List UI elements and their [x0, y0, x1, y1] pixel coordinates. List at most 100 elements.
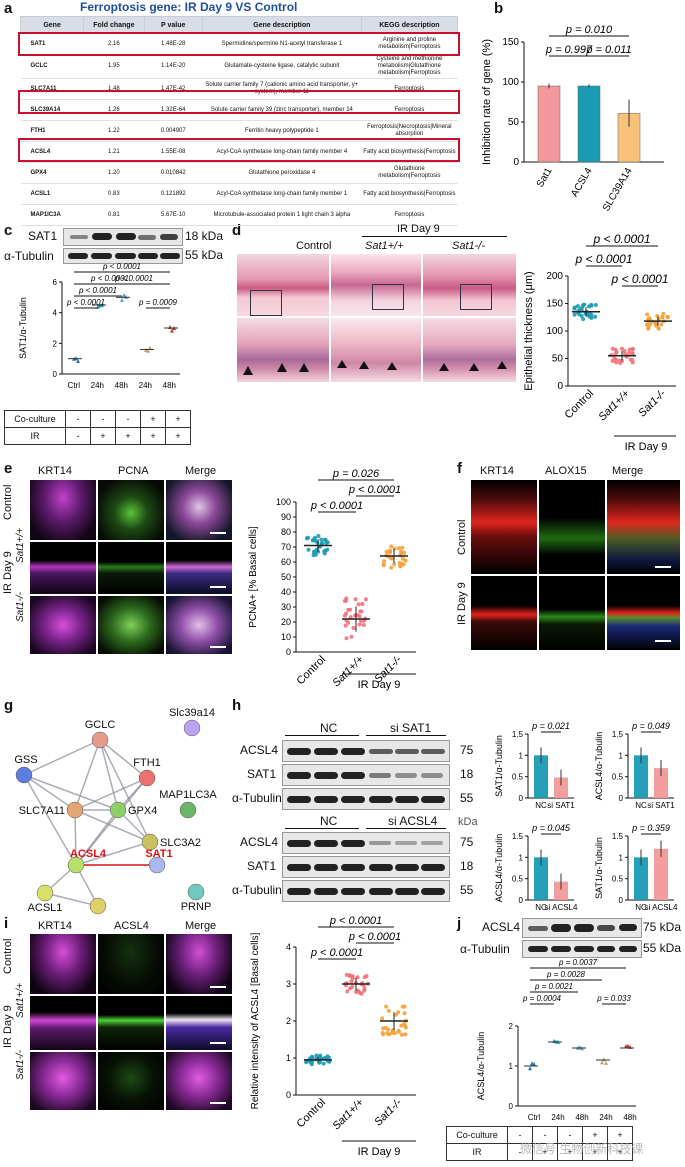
if-alox15-control-f — [539, 480, 605, 574]
x-tick-label: si SAT1 — [547, 801, 575, 810]
divider-h2-si — [366, 828, 446, 829]
y-tick-label: 100 — [546, 326, 563, 337]
x-tick-label: Sat1+/+ — [330, 1096, 366, 1132]
data-point — [324, 541, 329, 546]
data-point — [380, 1016, 385, 1021]
p-value: p = 0.359 — [631, 823, 670, 833]
data-point — [319, 537, 324, 542]
x-tick-label: si ACSL4 — [545, 903, 578, 912]
data-point — [402, 550, 407, 555]
table-cell: ACSL1 — [20, 183, 84, 205]
network-node-label: PRNP — [181, 901, 212, 913]
bar — [654, 768, 668, 798]
data-point — [604, 1060, 608, 1065]
data-point — [344, 611, 349, 616]
data-point — [349, 634, 354, 639]
p-value: p = 0.010 — [565, 24, 613, 36]
table-title: Ferroptosis gene: IR Day 9 VS Control — [80, 0, 298, 14]
network-edge — [74, 739, 101, 811]
chart-acsl4-intensity: 0 1 2 3 4 Relative intensity of ACSL4 [Basal … — [250, 915, 416, 1158]
y-axis-label: SAT1/α-Tubulin — [594, 837, 604, 899]
p-value: p = 0.033 — [596, 994, 631, 1003]
y-tick-label: 0 — [513, 157, 519, 168]
data-point — [392, 546, 397, 551]
p-value: p < 0.0001 — [574, 252, 632, 266]
table-cell: 1.55E-08 — [144, 141, 203, 163]
y-tick-label: 0 — [286, 1090, 291, 1100]
data-point — [384, 549, 389, 554]
data-point — [343, 598, 348, 603]
if-acsl4-sat1wt-i — [98, 996, 164, 1050]
data-point — [528, 1066, 532, 1071]
row-sat1wt-i: Sat1+/+ — [15, 982, 26, 1018]
data-point — [120, 297, 124, 302]
table-cell: 0.121892 — [144, 183, 203, 205]
if-merge-sat1wt-i — [166, 996, 232, 1050]
table-cell: MAP1IC3A — [20, 204, 84, 226]
p-value: p < 0.0001 — [78, 286, 117, 295]
h1-kda-55: 55 — [460, 791, 474, 805]
row-control-f: Control — [456, 519, 468, 555]
data-point — [397, 560, 402, 565]
x-tick-label: 48h — [115, 381, 128, 390]
condition-cell: + — [90, 427, 116, 445]
x-tick-label: 24h — [599, 1113, 612, 1122]
network-node — [141, 833, 159, 851]
table-cell: Ferroptosis — [361, 204, 458, 226]
x-tick-label: Control — [563, 388, 597, 422]
data-point — [614, 350, 619, 355]
table-cell: ACSL4 — [20, 141, 84, 163]
bar — [634, 857, 648, 900]
bar — [654, 848, 668, 900]
data-point — [306, 535, 311, 540]
data-point — [400, 545, 405, 550]
y-axis-label: SAT1/α-Tubulin — [18, 297, 28, 359]
col-krt14-e: KRT14 — [38, 465, 73, 477]
blot-h2-acsl4 — [282, 832, 450, 854]
x-tick-label: ACSL4 — [569, 166, 595, 199]
data-point — [320, 541, 325, 546]
data-point — [613, 357, 618, 362]
network-edge — [44, 892, 99, 907]
data-point — [572, 305, 577, 310]
network-node — [148, 856, 166, 874]
p-value: p < 0.0001 — [348, 931, 401, 943]
data-point — [362, 975, 367, 980]
chart-sat1-tubulin: 0 2 4 6 SAT1/α-Tubulin Ctrl 24h 48h 24h 48h p < 0.… — [18, 262, 180, 390]
panel-label-j: j — [457, 915, 462, 932]
row-sat1ko-e: Sat1-/- — [15, 591, 26, 622]
table-header-4: KEGG description — [360, 16, 459, 34]
data-point — [645, 312, 650, 317]
h2-label-tubulin: α-Tubulin — [232, 883, 282, 897]
data-point — [398, 564, 403, 569]
table-cell: Ferroptosis — [361, 99, 458, 121]
y-tick-label: 1.5 — [512, 832, 524, 841]
panel-label-e: e — [4, 460, 13, 477]
network-edge — [23, 774, 76, 811]
bar — [634, 755, 648, 798]
scalebar-e2 — [210, 586, 226, 588]
col-merge-f: Merge — [612, 465, 644, 477]
data-point — [316, 533, 321, 538]
group-nc-h1: NC — [320, 721, 338, 735]
table-cell: 1.48 — [83, 78, 145, 100]
panel-label-a: a — [4, 0, 13, 17]
data-point — [593, 314, 598, 319]
data-point — [170, 328, 174, 333]
p-value: p < 0.0001 — [66, 298, 105, 307]
data-point — [348, 615, 353, 620]
network-node — [91, 731, 109, 749]
y-tick-label: 200 — [546, 271, 563, 282]
scalebar-i3 — [210, 1102, 226, 1104]
data-point — [358, 609, 363, 614]
micrograph-control-low — [237, 254, 329, 316]
blot-sat1 — [63, 228, 183, 246]
group-label: IR Day 9 — [358, 679, 401, 691]
p-value: p = 0.049 — [631, 721, 670, 731]
condition-cell: + — [140, 427, 166, 445]
table-cell: 1.14E-20 — [144, 54, 203, 79]
network-node — [15, 766, 33, 784]
y-tick-label: 90 — [281, 512, 291, 522]
data-point — [355, 975, 360, 980]
